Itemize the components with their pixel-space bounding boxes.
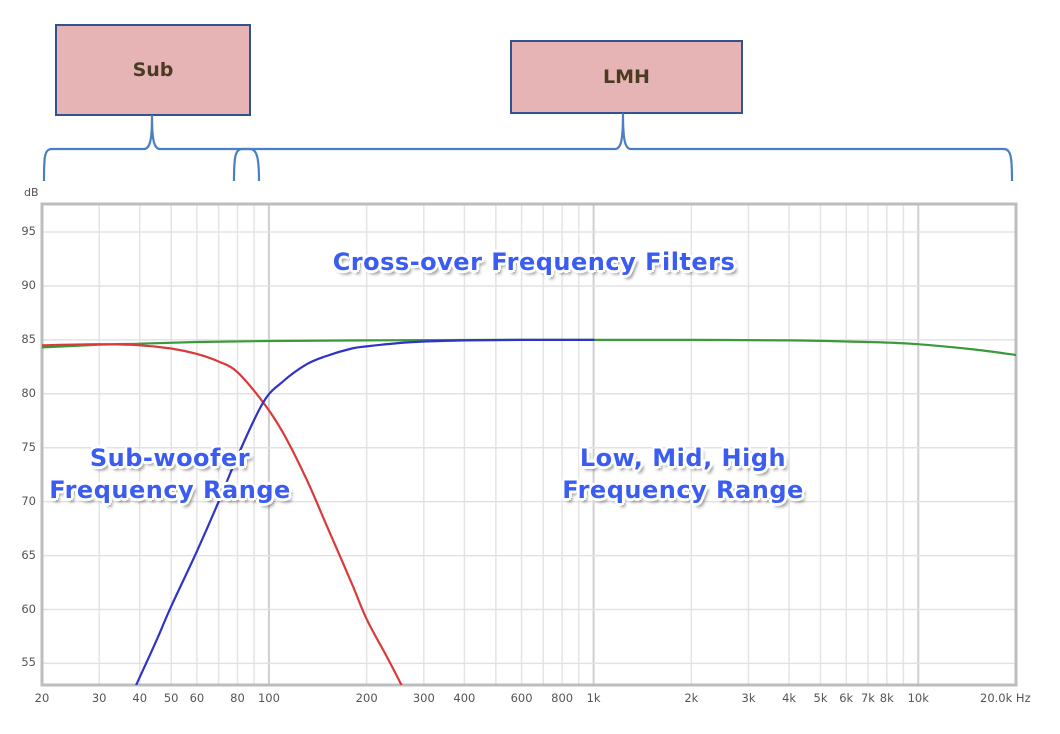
x-tick-label: 4k bbox=[782, 691, 797, 705]
y-tick-label: 85 bbox=[21, 331, 36, 346]
sub-range-box: Sub bbox=[55, 24, 251, 116]
title-annotation: Cross-over Frequency Filters bbox=[333, 246, 736, 278]
x-tick-label: 20 bbox=[34, 691, 50, 705]
y-tick-label: 95 bbox=[21, 224, 36, 239]
lmh-range-annotation-line2: Frequency Range bbox=[562, 476, 804, 504]
x-tick-label: 5k bbox=[813, 691, 828, 705]
lmh-range-annotation: Low, Mid, High Frequency Range bbox=[562, 442, 804, 506]
lmh-range-annotation-line1: Low, Mid, High bbox=[579, 444, 787, 472]
x-tick-label: 2k bbox=[684, 691, 699, 705]
series-sub-woofer-low-pass bbox=[42, 343, 403, 685]
x-tick-label: 50 bbox=[163, 691, 179, 705]
y-tick-label: 90 bbox=[21, 277, 36, 292]
x-tick-label: 1k bbox=[586, 691, 601, 705]
y-tick-label: 65 bbox=[21, 547, 36, 562]
x-tick-label: 100 bbox=[257, 691, 280, 705]
sub-range-annotation-line2: Frequency Range bbox=[49, 476, 291, 504]
sub-bracket bbox=[42, 114, 261, 182]
x-tick-label: 200 bbox=[355, 691, 378, 705]
y-tick-label: 80 bbox=[21, 385, 36, 400]
x-tick-label: 800 bbox=[551, 691, 574, 705]
title-annotation-text: Cross-over Frequency Filters bbox=[332, 248, 736, 276]
sub-range-annotation-line1: Sub-woofer bbox=[89, 444, 251, 472]
plot-frame bbox=[40, 202, 1018, 687]
range-brackets bbox=[42, 112, 1014, 182]
series-lmh-high-pass bbox=[135, 338, 595, 685]
x-tick-label: 30 bbox=[91, 691, 107, 705]
y-tick-label: 60 bbox=[21, 601, 36, 616]
x-tick-label: 60 bbox=[189, 691, 205, 705]
y-tick-label: 55 bbox=[21, 655, 36, 670]
x-tick-label: 8k bbox=[879, 691, 894, 705]
x-tick-label: 300 bbox=[412, 691, 435, 705]
sub-range-annotation: Sub-woofer Frequency Range bbox=[49, 442, 291, 506]
lmh-range-label: LMH bbox=[603, 66, 650, 88]
x-tick-label: 6k bbox=[839, 691, 854, 705]
x-tick-label: 40 bbox=[132, 691, 148, 705]
x-tick-label: 80 bbox=[230, 691, 245, 705]
x-tick-label: 400 bbox=[453, 691, 476, 705]
x-tick-label: 600 bbox=[510, 691, 533, 705]
x-tick-label: 10k bbox=[907, 691, 929, 705]
lmh-bracket bbox=[232, 112, 1014, 182]
x-tick-label: 7k bbox=[860, 691, 875, 705]
y-axis-unit: dB bbox=[24, 186, 39, 199]
sub-range-label: Sub bbox=[132, 59, 174, 81]
y-tick-label: 70 bbox=[21, 493, 36, 508]
x-tick-label: 20.0k Hz bbox=[980, 691, 1031, 705]
y-tick-label: 75 bbox=[21, 439, 36, 454]
lmh-range-box: LMH bbox=[510, 40, 743, 114]
x-tick-label: 3k bbox=[741, 691, 756, 705]
